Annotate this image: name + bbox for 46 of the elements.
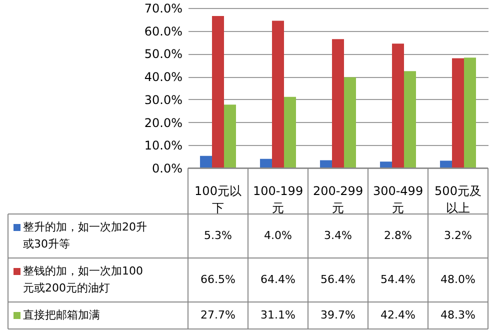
bar xyxy=(284,96,296,168)
data-label: 54.4% xyxy=(380,273,416,286)
y-tick-label: 20.0% xyxy=(144,116,182,130)
data-label: 3.2% xyxy=(444,229,472,242)
bar xyxy=(452,58,464,168)
data-label: 48.3% xyxy=(440,308,476,322)
bar xyxy=(404,71,416,168)
y-tick-label: 60.0% xyxy=(144,24,182,38)
data-label: 2.8% xyxy=(384,229,412,242)
data-label: 3.4% xyxy=(324,229,352,242)
x-tick-label: 100元以下 xyxy=(194,184,242,215)
data-label: 39.7% xyxy=(320,308,356,322)
data-label: 4.0% xyxy=(264,229,292,242)
data-label: 64.4% xyxy=(260,273,296,286)
bar xyxy=(392,44,404,168)
data-label: 27.7% xyxy=(200,308,236,322)
y-tick-label: 30.0% xyxy=(144,92,182,107)
bar xyxy=(212,16,224,168)
x-tick-label: 200-299元 xyxy=(312,184,364,215)
legend-label: 直接把邮箱加满 xyxy=(23,308,100,322)
x-tick-label: 500元及以上 xyxy=(434,184,482,215)
bar xyxy=(224,104,236,168)
y-tick-label: 10.0% xyxy=(144,138,182,153)
bar xyxy=(344,77,356,168)
legend-label: 整钱的加，如一次加100元或200元的油灯 xyxy=(23,264,143,294)
bar xyxy=(440,160,452,168)
bar xyxy=(320,160,332,168)
x-tick-label: 100-199元 xyxy=(252,184,304,215)
bar xyxy=(380,162,392,168)
bar xyxy=(464,58,476,168)
data-label: 42.4% xyxy=(380,308,416,322)
y-tick-label: 50.0% xyxy=(144,47,182,62)
y-tick-label: 0.0% xyxy=(152,162,182,176)
data-label: 48.0% xyxy=(440,273,476,286)
bar xyxy=(260,158,272,168)
data-label: 31.1% xyxy=(260,308,296,322)
bar xyxy=(272,20,284,168)
y-tick-label: 40.0% xyxy=(144,70,182,84)
data-label: 5.3% xyxy=(204,229,232,242)
x-tick-label: 300-499元 xyxy=(372,184,424,215)
bar xyxy=(332,39,344,168)
data-label: 56.4% xyxy=(320,273,356,286)
data-label: 66.5% xyxy=(200,273,236,286)
y-tick-label: 70.0% xyxy=(144,2,182,16)
legend-label: 整升的加，如一次加20升或30升等 xyxy=(23,220,147,250)
bar xyxy=(200,156,212,168)
